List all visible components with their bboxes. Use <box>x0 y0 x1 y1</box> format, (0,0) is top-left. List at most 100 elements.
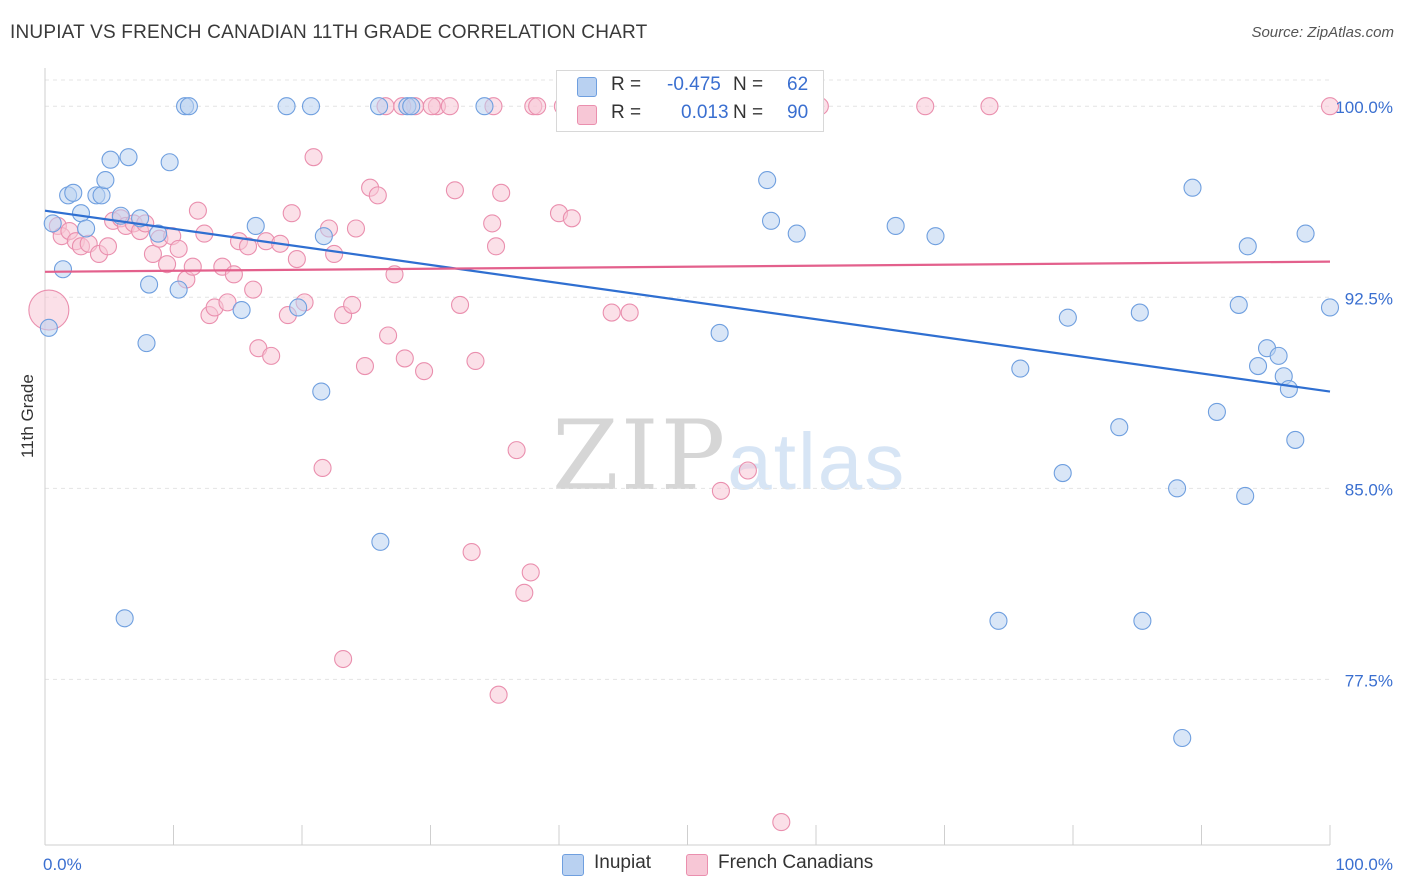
inupiat-point <box>39 318 58 337</box>
french-canadians-point <box>489 685 508 704</box>
inupiat-point <box>1130 303 1149 322</box>
inupiat-legend-label: Inupiat <box>594 852 652 873</box>
inupiat-point <box>149 224 168 243</box>
french-canadians-point <box>238 237 258 256</box>
french-canadians-trend-line <box>44 260 1331 273</box>
french-canadians-point <box>440 97 459 116</box>
french-canadians-point <box>980 97 999 116</box>
french-canadians-point <box>262 346 281 365</box>
inupiat-point <box>1279 379 1298 399</box>
french-legend-label: French Canadians <box>718 852 874 873</box>
french-canadians-point <box>483 214 502 233</box>
french-canadians-point <box>334 649 353 669</box>
n-value: 90 <box>787 102 809 123</box>
inupiat-point <box>1236 486 1255 506</box>
french-canadians-point <box>368 186 387 205</box>
french-canadians-point <box>224 265 243 284</box>
french-swatch <box>577 105 597 125</box>
inupiat-point <box>989 611 1008 630</box>
x-tick-label: 100.0% <box>1335 855 1393 874</box>
inupiat-point <box>371 532 390 551</box>
inupiat-point <box>1286 430 1305 449</box>
french-canadians-point <box>98 237 118 256</box>
inupiat-point <box>77 219 96 238</box>
inupiat-point <box>1207 402 1226 421</box>
french-canadians-point <box>528 97 547 116</box>
inupiat-point <box>1133 611 1152 630</box>
inupiat-point <box>43 214 62 233</box>
french-canadians-point <box>1320 97 1340 116</box>
french-canadians-point <box>218 293 237 312</box>
inupiat-point <box>53 260 73 279</box>
axes <box>44 68 1331 846</box>
french-canadians-point <box>445 181 464 200</box>
inupiat-swatch <box>577 77 597 97</box>
r-label: R = <box>611 74 642 95</box>
french-canadians-point <box>304 148 323 167</box>
french-canadians-point <box>602 303 621 322</box>
inupiat-point <box>246 216 265 235</box>
inupiat-point <box>1320 298 1340 317</box>
inupiat-point <box>71 204 91 223</box>
french-canadians-point <box>521 563 540 582</box>
n-value: 62 <box>787 74 809 95</box>
french-canadians-point <box>466 351 485 371</box>
french-canadians-point <box>355 357 375 376</box>
french-canadians-point <box>183 257 202 276</box>
inupiat-point <box>101 150 120 169</box>
french-legend-swatch <box>686 854 708 876</box>
y-tick-label: 77.5% <box>1345 671 1393 690</box>
chart-source: Source: ZipAtlas.com <box>1251 24 1394 41</box>
n-label: N = <box>733 102 764 123</box>
inupiat-point <box>926 227 945 246</box>
inupiat-point <box>277 97 296 116</box>
inupiat-point <box>140 275 159 294</box>
inupiat-points <box>39 97 1340 748</box>
inupiat-point <box>115 609 134 628</box>
grid <box>45 79 1330 680</box>
french-canadians-point <box>916 97 935 116</box>
french-canadians-point <box>282 204 301 223</box>
french-canadians-point <box>738 461 757 480</box>
inupiat-point <box>169 280 188 299</box>
n-label: N = <box>733 74 764 95</box>
inupiat-point <box>1058 308 1077 327</box>
french-canadians-point <box>169 239 188 258</box>
french-canadians-point <box>379 326 398 345</box>
inupiat-point <box>96 171 115 190</box>
french-canadians-point <box>772 813 791 832</box>
inupiat-point <box>1183 178 1202 197</box>
stats-legend: R = -0.475 N = 62 R = 0.013 N = 90 <box>556 70 824 132</box>
french-canadians-points <box>28 97 1340 832</box>
inupiat-point <box>886 216 905 235</box>
y-tick-label: 92.5% <box>1345 289 1393 308</box>
french-canadians-point <box>515 583 534 602</box>
french-canadians-point <box>343 295 362 314</box>
inupiat-point <box>1173 728 1192 748</box>
inupiat-point <box>475 97 494 116</box>
inupiat-point <box>119 148 138 167</box>
y-tick-label: 100.0% <box>1335 98 1393 117</box>
inupiat-point <box>312 382 331 401</box>
french-canadians-point <box>287 250 306 269</box>
inupiat-point <box>1296 224 1315 243</box>
french-canadians-point <box>158 255 177 274</box>
french-canadians-point <box>711 481 730 500</box>
french-canadians-point <box>562 209 581 228</box>
r-label: R = <box>611 102 642 123</box>
french-canadians-point <box>422 97 441 116</box>
inupiat-point <box>232 300 251 320</box>
inupiat-trend-line <box>44 209 1331 393</box>
inupiat-point <box>1011 359 1030 378</box>
inupiat-point <box>402 97 421 116</box>
trend-lines <box>44 209 1331 393</box>
inupiat-point <box>710 323 729 342</box>
inupiat-legend-swatch <box>562 854 584 876</box>
inupiat-point <box>289 298 308 317</box>
inupiat-point <box>1110 418 1129 437</box>
watermark-zip: ZIP <box>552 400 728 512</box>
french-canadians-point <box>492 183 511 202</box>
inupiat-point <box>1053 464 1072 483</box>
french-canadians-point <box>451 295 470 314</box>
